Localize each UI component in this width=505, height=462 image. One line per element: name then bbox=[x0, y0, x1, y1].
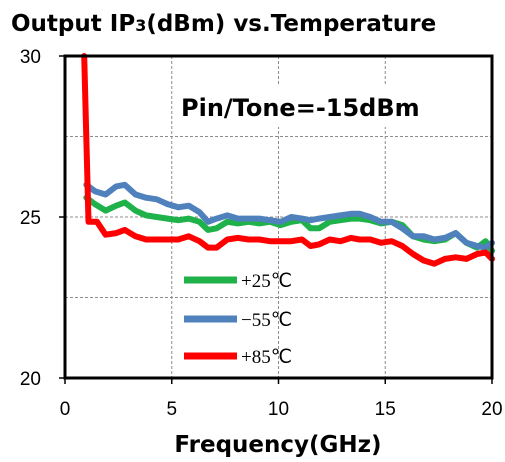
plot-area-frame bbox=[63, 54, 494, 380]
x-tick-label: 20 bbox=[481, 399, 502, 420]
legend-label: +25℃ bbox=[241, 271, 292, 292]
legend-label: −55℃ bbox=[241, 310, 292, 331]
chart-title-subscript: 3 bbox=[135, 16, 146, 35]
series-line bbox=[81, 53, 495, 267]
annotation-background bbox=[173, 85, 477, 127]
legend-label: +85℃ bbox=[241, 347, 292, 368]
chart-title: Output IP3(dBm) vs.Temperature bbox=[11, 11, 436, 37]
legend: +25℃ −55℃ +85℃ bbox=[184, 271, 292, 368]
chart-title-rest: (dBm) vs.Temperature bbox=[146, 11, 436, 37]
x-axis-label: Frequency(GHz) bbox=[174, 432, 381, 458]
series-line bbox=[83, 181, 495, 251]
x-tick-label: 15 bbox=[375, 399, 396, 420]
y-tick-label: 30 bbox=[20, 47, 41, 68]
x-tick-label: 0 bbox=[60, 399, 71, 420]
annotation-text: Pin/Tone=-15dBm bbox=[181, 94, 420, 122]
annotation-box: Pin/Tone=-15dBm bbox=[173, 85, 477, 127]
y-tick-label: 20 bbox=[20, 369, 41, 390]
y-tick-label: 25 bbox=[20, 208, 41, 229]
series-lines bbox=[81, 53, 495, 267]
axis-ticks: 0 5 10 15 20 20 25 30 bbox=[20, 47, 503, 420]
x-tick-label: 10 bbox=[268, 399, 289, 420]
x-tick-label: 5 bbox=[166, 399, 177, 420]
chart-title-main: Output IP bbox=[11, 11, 135, 37]
